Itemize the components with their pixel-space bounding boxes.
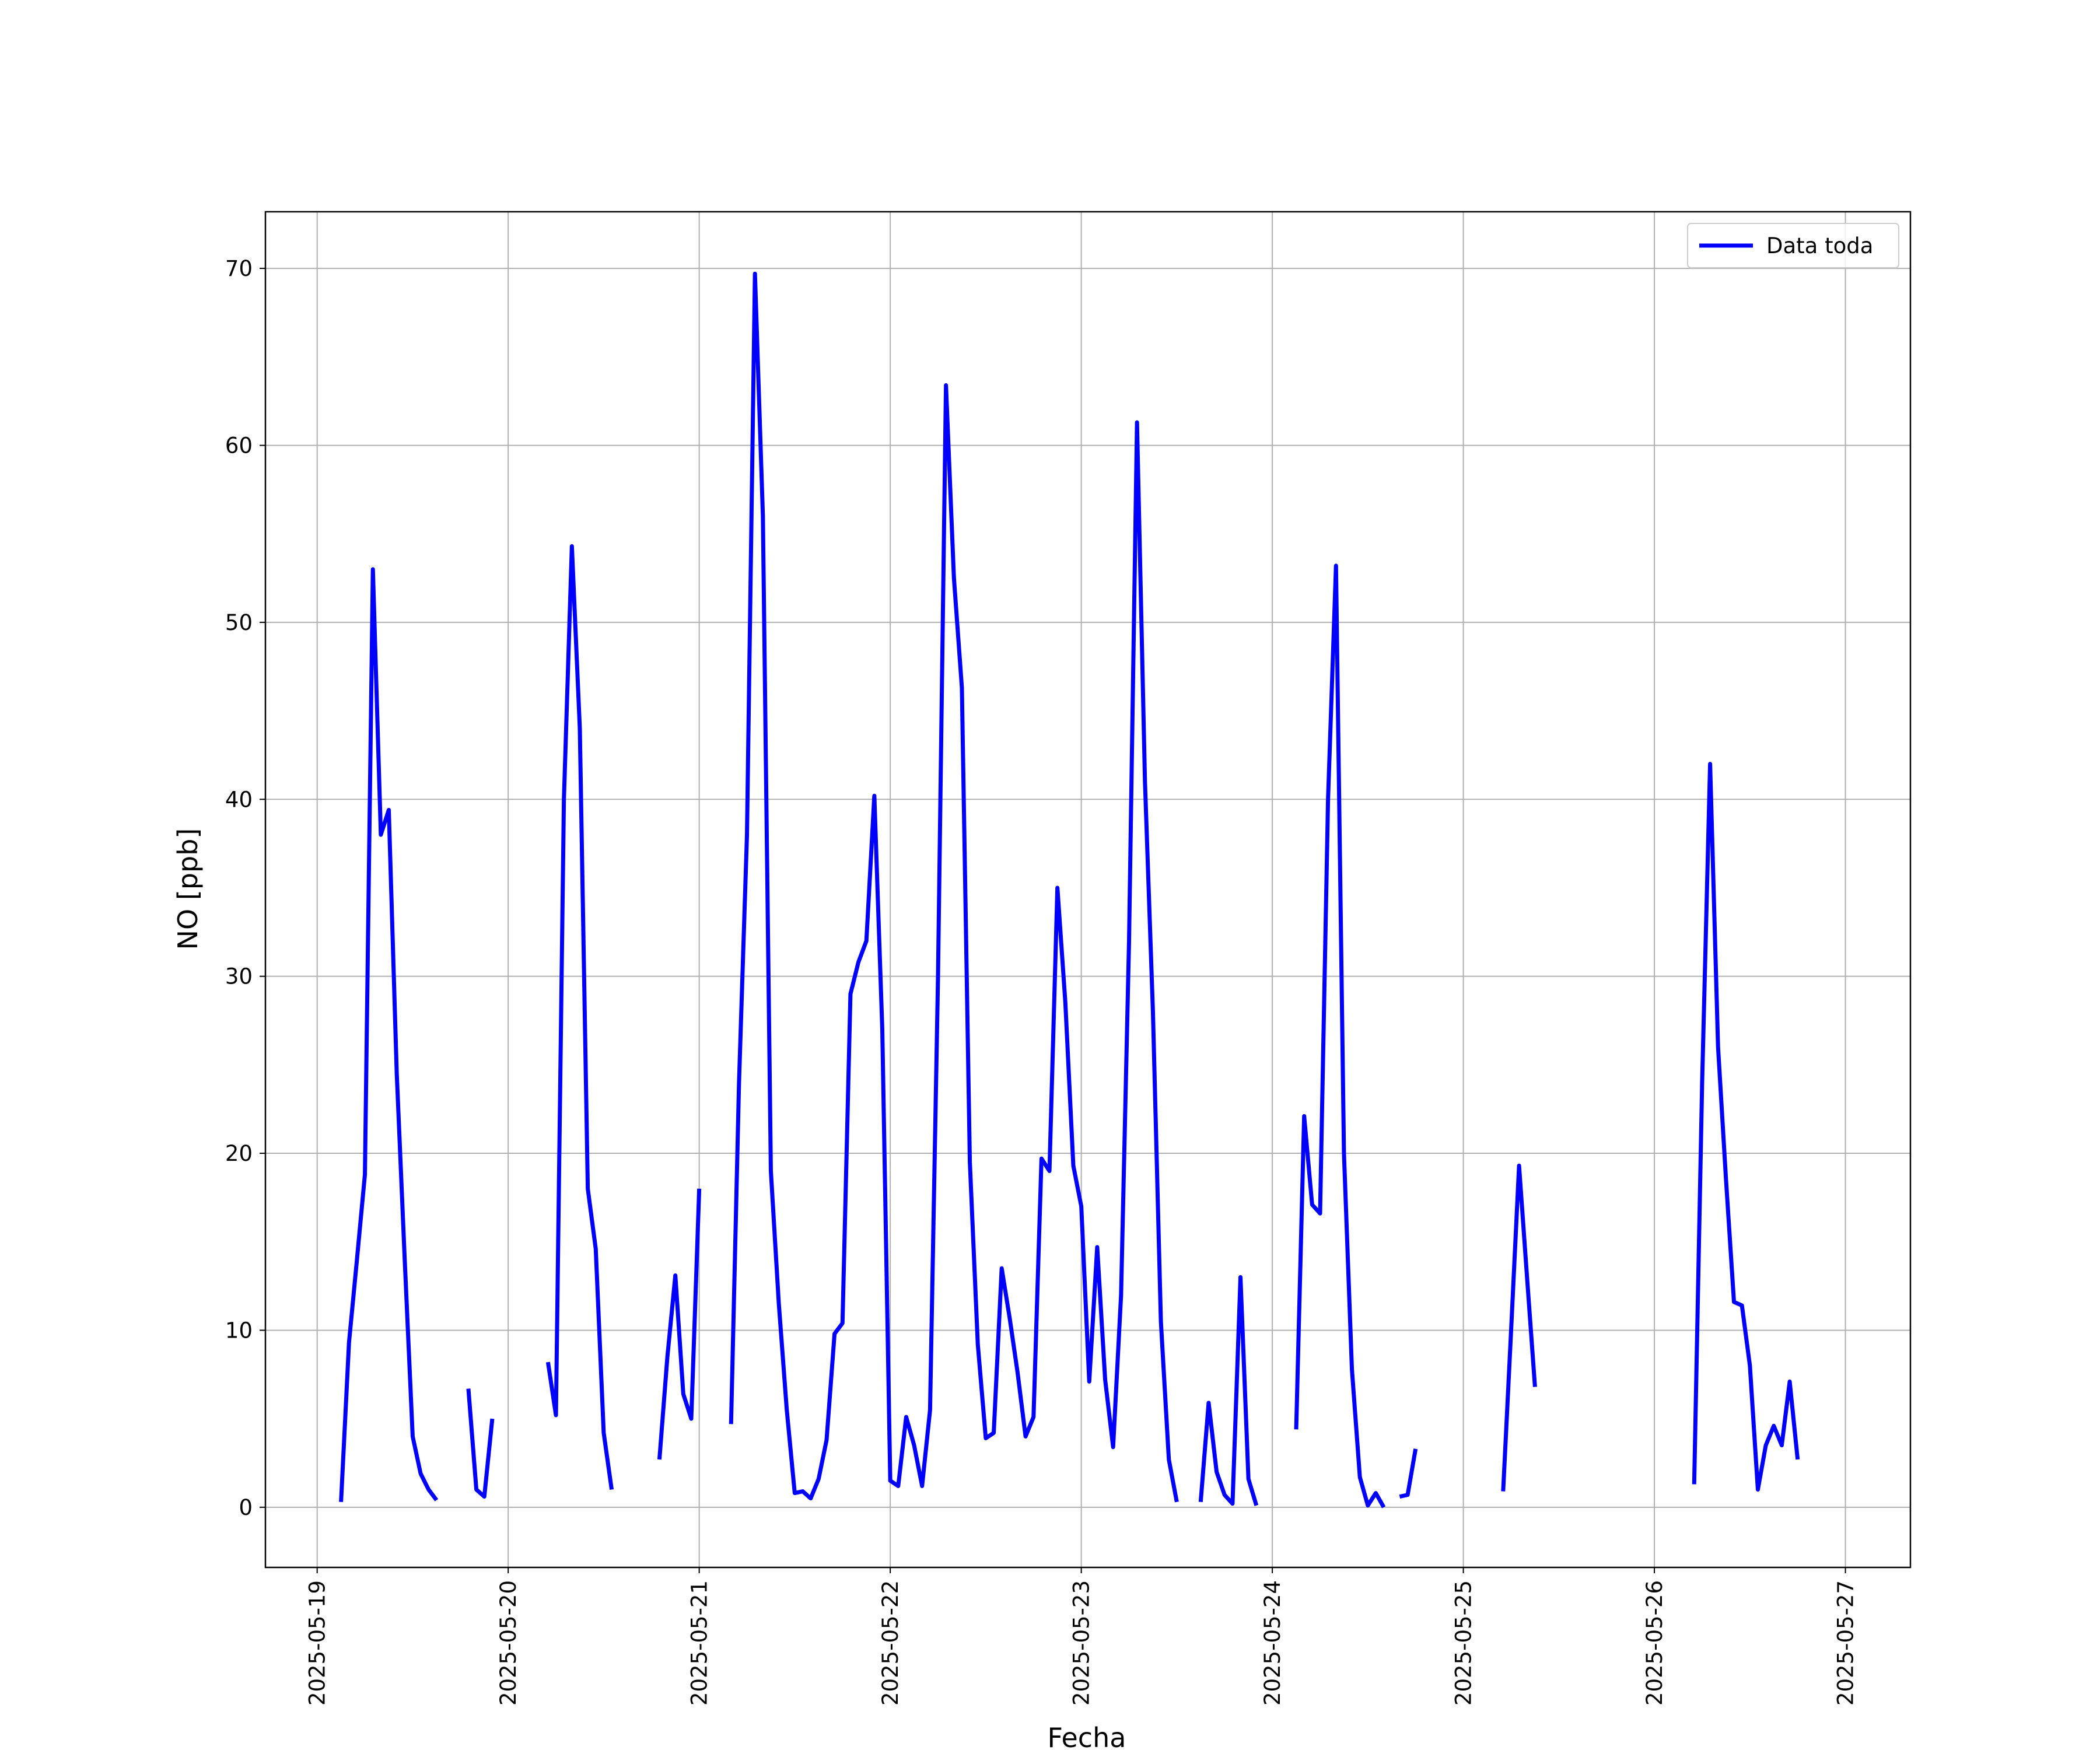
- y-tick-label: 40: [225, 787, 253, 812]
- y-axis-label: NO [ppb]: [172, 828, 204, 950]
- legend-label: Data toda: [1766, 233, 1873, 258]
- x-tick-label: 2025-05-22: [878, 1580, 903, 1706]
- x-tick-label: 2025-05-24: [1260, 1580, 1285, 1706]
- y-tick-label: 30: [225, 964, 253, 989]
- x-tick-label: 2025-05-23: [1069, 1580, 1094, 1706]
- data-line: [339, 271, 1800, 1508]
- y-tick-label: 0: [239, 1495, 253, 1520]
- y-tick-label: 50: [225, 610, 253, 635]
- x-axis-label: Fecha: [1048, 1722, 1126, 1750]
- y-tick-label: 60: [225, 433, 253, 458]
- x-tick-label: 2025-05-25: [1451, 1580, 1476, 1706]
- plot-frame: [264, 211, 1912, 1569]
- legend-box: [1687, 223, 1899, 268]
- y-tick-label: 20: [225, 1141, 253, 1166]
- x-tick-label: 2025-05-19: [305, 1580, 330, 1706]
- x-tick-label: 2025-05-21: [687, 1580, 712, 1706]
- x-tick-label: 2025-05-20: [496, 1580, 521, 1706]
- x-tick-label: 2025-05-26: [1642, 1580, 1667, 1706]
- y-tick-label: 10: [225, 1318, 253, 1343]
- x-tick-label: 2025-05-27: [1833, 1580, 1859, 1706]
- y-tick-label: 70: [225, 256, 253, 281]
